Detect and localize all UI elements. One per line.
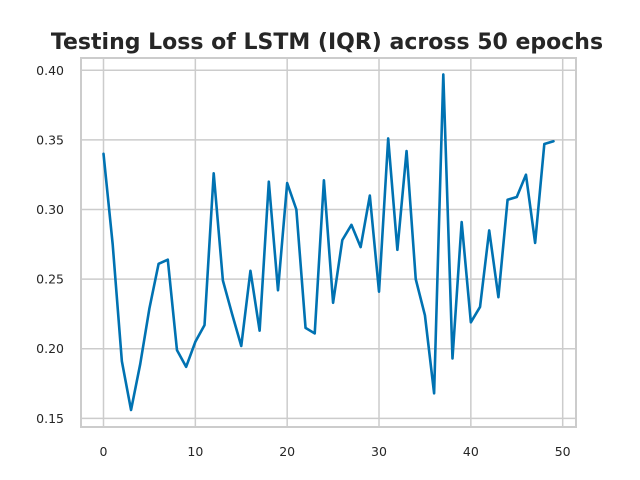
- x-tick-labels: 0 10 20 30 40 50: [100, 444, 571, 459]
- y-tick-label: 0.20: [36, 341, 64, 356]
- y-tick-label: 0.30: [36, 202, 64, 217]
- x-tick-label: 0: [100, 444, 108, 459]
- x-tick-label: 40: [463, 444, 479, 459]
- y-tick-label: 0.40: [36, 63, 64, 78]
- x-tick-label: 20: [279, 444, 295, 459]
- y-tick-label: 0.25: [36, 272, 64, 287]
- y-tick-label: 0.35: [36, 132, 64, 147]
- y-tick-label: 0.15: [36, 411, 64, 426]
- x-tick-label: 10: [187, 444, 203, 459]
- grid-lines: [81, 58, 576, 427]
- y-tick-labels: 0.15 0.20 0.25 0.30 0.35 0.40: [36, 63, 64, 426]
- chart-title: Testing Loss of LSTM (IQR) across 50 epo…: [51, 30, 603, 55]
- series-line: [102, 73, 555, 412]
- plot-frame: [80, 57, 577, 428]
- x-tick-label: 30: [371, 444, 387, 459]
- series-layer: [102, 73, 555, 412]
- x-tick-label: 50: [555, 444, 571, 459]
